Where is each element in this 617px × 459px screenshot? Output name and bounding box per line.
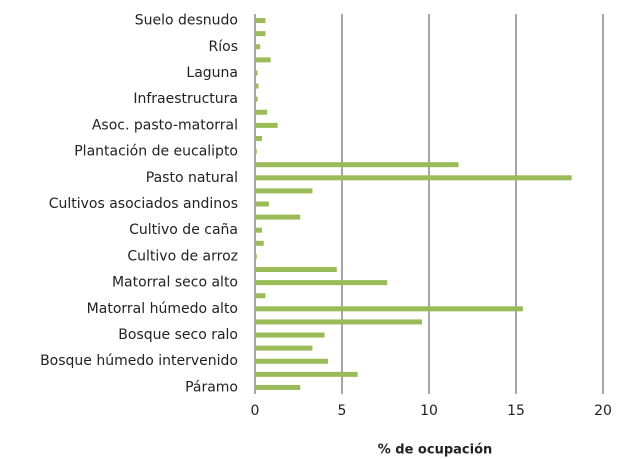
bar [255,384,301,390]
bar [255,267,337,273]
x-tick-label: 20 [594,403,612,419]
bar [255,201,269,207]
x-axis-label: % de ocupación [378,443,493,458]
x-tick-label: 0 [251,403,260,419]
y-tick-label: Infraestructura [133,91,238,107]
bar [255,188,313,194]
y-tick-label: Asoc. pasto-matorral [92,117,238,133]
y-tick-label: Pasto natural [146,170,238,186]
bar [255,214,301,220]
bar [255,319,423,325]
x-tick-label: 10 [420,403,438,419]
bar [255,83,259,89]
bar [255,306,523,312]
bar [255,293,266,299]
y-tick-label: Laguna [186,65,238,81]
y-tick-label: Matorral húmedo alto [87,301,238,317]
bar [255,162,459,168]
y-tick-label: Bosque húmedo intervenido [40,353,238,369]
y-tick-label: Páramo [185,379,238,395]
bar [255,18,266,24]
y-tick-label: Cultivo de caña [129,222,238,238]
bar [255,227,262,233]
y-tick-label: Cultivos asociados andinos [49,196,238,212]
bar [255,122,278,128]
bar [255,135,262,141]
bar [255,253,257,259]
bar [255,358,329,364]
x-tick-label: 5 [338,403,347,419]
x-tick-label: 15 [507,403,525,419]
y-tick-label: Ríos [209,39,238,55]
bar [255,109,268,115]
bar [255,175,572,181]
bar [255,345,313,351]
bar [255,31,266,37]
bar [255,96,258,102]
bar [255,149,257,155]
bar [255,371,358,377]
y-tick-label: Plantación de eucalipto [74,144,238,160]
y-tick-label: Matorral seco alto [112,275,238,291]
y-tick-label: Bosque seco ralo [118,327,238,343]
bar [255,57,271,63]
bar [255,44,261,50]
bar [255,280,388,286]
y-tick-label: Suelo desnudo [135,13,238,29]
bar [255,332,325,338]
y-tick-label: Cultivo de arroz [127,248,238,264]
bar [255,70,258,76]
bar [255,240,264,246]
